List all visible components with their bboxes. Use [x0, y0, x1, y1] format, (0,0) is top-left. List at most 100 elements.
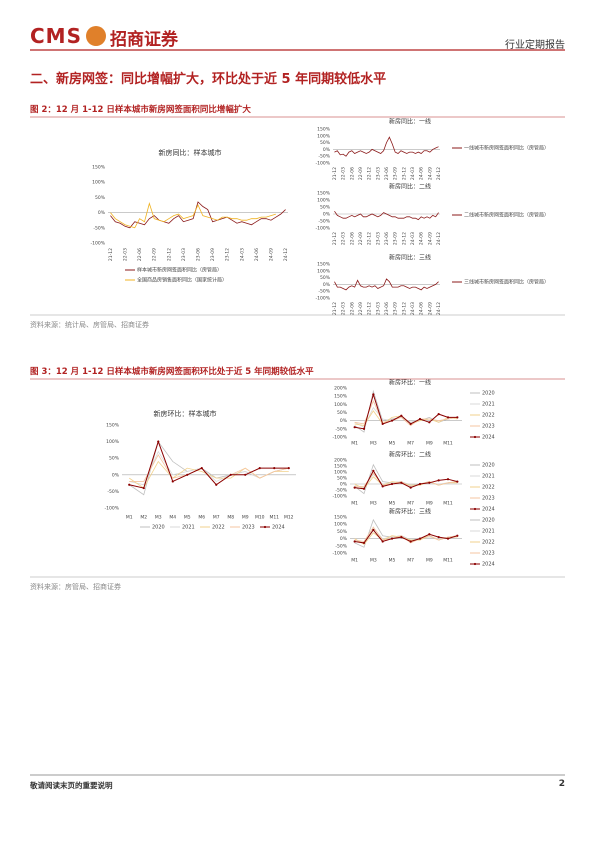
point [428, 481, 431, 484]
x-tick-label: 22-03 [341, 167, 347, 180]
legend-label: 2022 [482, 485, 495, 491]
x-tick-label: 22-06 [349, 167, 355, 180]
point [372, 528, 375, 532]
point [437, 413, 440, 416]
x-tick-label: 23-06 [384, 232, 390, 245]
x-tick-label: 22-09 [152, 248, 158, 261]
point [362, 427, 366, 430]
x-tick-label: 24-09 [427, 232, 433, 245]
point [128, 483, 131, 486]
x-tick-label: M11 [269, 515, 279, 521]
y-tick-label: -100% [316, 296, 331, 302]
footer-note: 敬请阅读末页的重要说明 [30, 781, 113, 790]
legend-label: 2021 [482, 529, 495, 535]
x-tick-label: 22-09 [358, 302, 364, 315]
x-tick-label: M3 [370, 501, 377, 507]
point [428, 533, 431, 536]
x-tick-label: 24-12 [436, 302, 442, 315]
page-number: 2 [558, 779, 565, 789]
chart-title: 新房同比：三线 [389, 254, 431, 262]
chart-title: 新房同比：一线 [389, 118, 431, 126]
x-tick-label: 24-09 [427, 302, 433, 315]
y-tick-label: -100% [105, 506, 120, 512]
y-tick-label: -100% [316, 226, 331, 232]
x-tick-label: 22-03 [341, 302, 347, 315]
y-tick-label: 150% [106, 423, 120, 429]
legend-label: 2024 [482, 507, 495, 513]
y-tick-label: 50% [320, 140, 331, 146]
y-tick-label: 200% [334, 458, 348, 464]
legend-label: 全国商品房销售面积同比（国家统计局） [137, 277, 227, 284]
logo-badge [86, 26, 106, 46]
x-tick-label: 24-12 [436, 167, 442, 180]
legend-marker [473, 435, 477, 439]
point [372, 393, 375, 396]
x-tick-label: M2 [140, 515, 147, 521]
legend-label: 2021 [182, 525, 195, 531]
point [418, 537, 422, 540]
y-tick-label: -50% [335, 426, 347, 432]
y-tick-label: 150% [317, 127, 331, 133]
point [362, 487, 366, 490]
x-tick-label: 23-09 [393, 167, 399, 180]
point [400, 536, 403, 539]
chart-title: 新房环比：三线 [389, 508, 431, 516]
point [244, 473, 247, 476]
x-tick-label: 22-12 [166, 248, 172, 261]
legend-label: 2020 [482, 518, 495, 524]
x-tick-label: M3 [370, 558, 377, 564]
x-tick-label: 24-03 [410, 302, 416, 315]
series-line [334, 278, 439, 291]
y-tick-label: 0% [340, 536, 348, 542]
y-tick-label: 100% [317, 198, 331, 204]
x-tick-label: 22-12 [367, 302, 373, 315]
x-tick-label: M11 [443, 501, 453, 507]
x-tick-label: M9 [426, 441, 433, 447]
point [287, 467, 290, 470]
legend-label: 2020 [152, 525, 165, 531]
x-tick-label: 24-06 [419, 167, 425, 180]
chart-title: 新房环比：样本城市 [154, 409, 217, 418]
y-tick-label: -100% [333, 551, 348, 557]
x-tick-label: M7 [407, 441, 414, 447]
x-tick-label: 23-12 [401, 302, 407, 315]
x-tick-label: 22-09 [358, 232, 364, 245]
point [409, 422, 412, 426]
x-tick-label: 24-09 [427, 167, 433, 180]
x-tick-label: 23-09 [393, 302, 399, 315]
point [171, 480, 174, 483]
legend-marker [473, 507, 477, 511]
chart-title: 新房同比：二线 [389, 183, 431, 191]
y-tick-label: 0% [323, 147, 331, 153]
y-tick-label: -50% [335, 543, 347, 549]
point [381, 485, 384, 488]
legend-label: 2020 [482, 391, 495, 397]
point [215, 483, 218, 486]
x-tick-label: 23-03 [375, 302, 381, 315]
x-tick-label: M8 [227, 515, 234, 521]
y-tick-label: 150% [317, 191, 331, 197]
x-tick-label: 24-06 [419, 302, 425, 315]
point [428, 421, 431, 424]
x-tick-label: 24-06 [254, 248, 260, 261]
x-tick-label: M3 [370, 441, 377, 447]
legend-label: 2022 [482, 540, 495, 546]
report-type: 行业定期报告 [505, 40, 565, 51]
series-line [129, 440, 289, 489]
y-tick-label: 100% [334, 470, 348, 476]
point [200, 467, 203, 470]
logo-text: CMS [30, 24, 82, 48]
x-tick-label: 23-06 [384, 167, 390, 180]
point [437, 479, 440, 482]
y-tick-label: 100% [92, 180, 106, 186]
x-tick-label: 23-03 [181, 248, 187, 261]
x-tick-label: 24-12 [283, 248, 289, 261]
series-line [354, 529, 458, 544]
y-tick-label: 50% [95, 195, 106, 201]
legend-label: 2023 [242, 525, 255, 531]
x-tick-label: 23-12 [401, 232, 407, 245]
y-tick-label: -50% [318, 154, 330, 160]
brand: 招商证券 [110, 30, 178, 50]
x-tick-label: 22-06 [349, 232, 355, 245]
point [446, 416, 450, 419]
